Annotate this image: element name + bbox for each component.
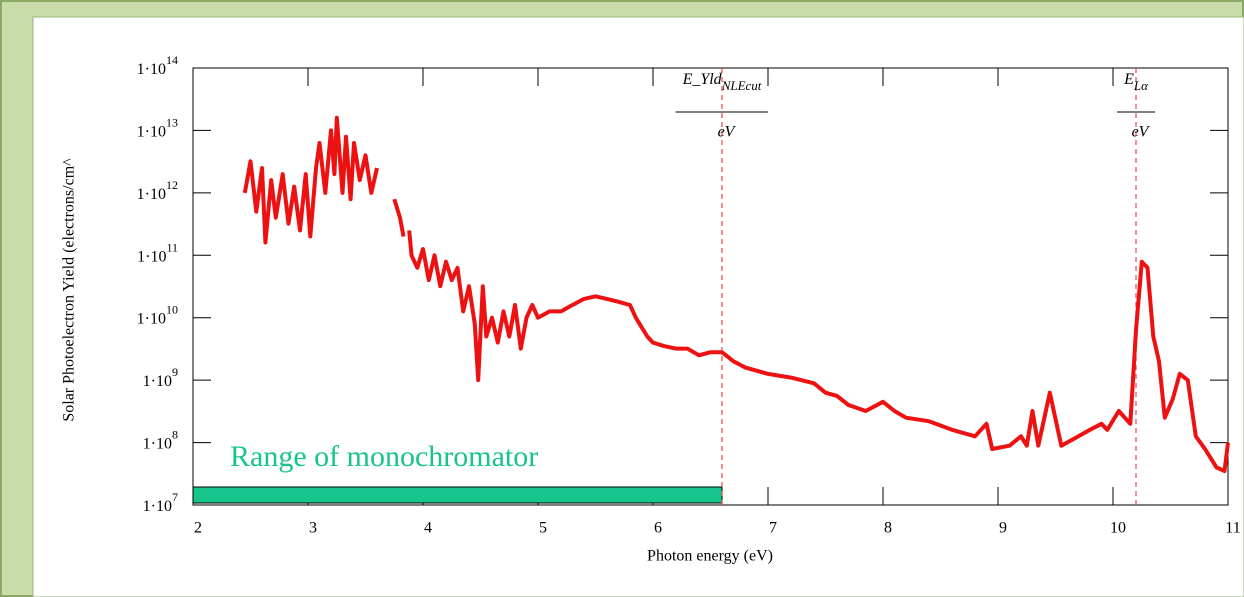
y-tick-exponent: 12 [166, 178, 178, 192]
y-tick-base: 1·10 [137, 123, 166, 140]
x-tick-label: 6 [654, 520, 662, 537]
series-line [242, 115, 1230, 473]
annotation-denominator: eV [718, 124, 737, 141]
y-tick-exponent: 14 [166, 53, 178, 67]
y-tick-base: 1·10 [137, 248, 166, 265]
range-bar [192, 486, 723, 504]
y-tick-exponent: 11 [166, 240, 178, 254]
y-tick-base: 1·10 [143, 373, 172, 390]
y-tick-label: 1·1014 [137, 53, 178, 78]
y-tick-exponent: 10 [166, 302, 178, 316]
annotation-main: E_Yld [682, 71, 723, 88]
y-axis-label: Solar Photoelectron Yield (electrons/cm^ [61, 158, 78, 422]
y-tick-label: 1·1013 [137, 115, 178, 140]
annotation-main: E [1123, 71, 1134, 88]
y-tick-exponent: 8 [172, 427, 178, 441]
annotation-text: ELα [1123, 71, 1149, 93]
panel [32, 16, 1244, 597]
x-tick-label: 8 [884, 520, 892, 537]
x-axis-label: Photon energy (eV) [647, 548, 773, 565]
plot-frame [192, 67, 1229, 506]
annotation-text: E_YldNLEcut [682, 71, 762, 93]
x-tick-label: 2 [194, 520, 202, 537]
x-tick-label: 5 [539, 520, 547, 537]
y-tick-label: 1·108 [143, 427, 178, 452]
y-tick-label: 1·1010 [137, 302, 178, 327]
y-tick-base: 1·10 [137, 310, 166, 327]
x-tick-label: 3 [309, 520, 317, 537]
range-label: Range of monochromator [230, 440, 538, 473]
y-tick-exponent: 9 [172, 365, 178, 379]
y-tick-label: 1·107 [143, 490, 178, 515]
y-tick-exponent: 13 [166, 115, 178, 129]
y-tick-label: 1·109 [143, 365, 178, 390]
y-tick-base: 1·10 [137, 186, 166, 203]
x-tick-label: 9 [999, 520, 1007, 537]
x-tick-label: 10 [1110, 520, 1126, 537]
annotation-denominator: eV [1132, 124, 1151, 141]
y-tick-exponent: 7 [172, 490, 178, 504]
x-tick-label: 11 [1225, 520, 1240, 537]
y-tick-base: 1·10 [143, 498, 172, 515]
y-tick-label: 1·1011 [137, 240, 178, 265]
x-tick-label: 4 [424, 520, 432, 537]
y-tick-base: 1·10 [137, 61, 166, 78]
y-tick-label: 1·1012 [137, 178, 178, 203]
annotation-sub: NLEcut [721, 78, 762, 93]
annotation-sub: Lα [1133, 78, 1149, 93]
y-tick-base: 1·10 [143, 435, 172, 452]
x-tick-label: 7 [769, 520, 777, 537]
